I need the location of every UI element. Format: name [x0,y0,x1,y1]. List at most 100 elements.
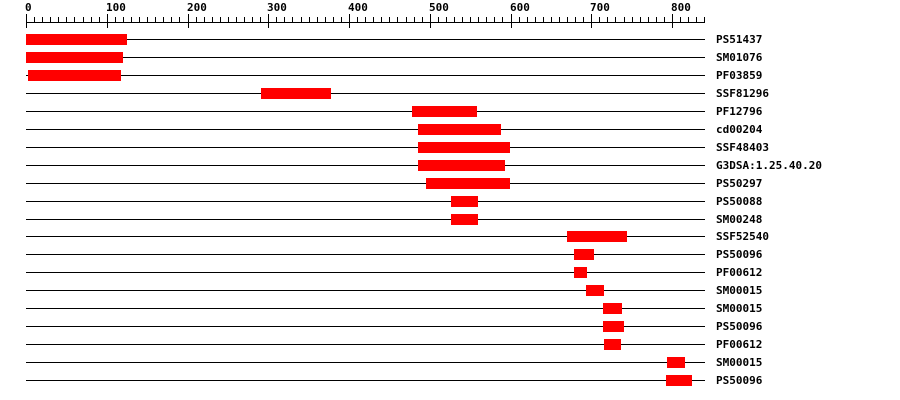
axis-tick-minor [704,17,705,23]
feature-bar[interactable] [603,321,625,333]
axis-tick-label: 500 [429,1,449,14]
feature-row[interactable]: PF03859 [0,67,900,85]
feature-row[interactable]: PS50096 [0,246,900,264]
feature-bar[interactable] [604,339,622,351]
axis-tick-minor [551,17,552,23]
feature-row[interactable]: PS51437 [0,31,900,49]
axis-tick-minor [462,17,463,23]
axis-tick-minor [196,17,197,23]
axis-tick-label: 800 [671,1,691,14]
axis-tick-minor [357,17,358,23]
feature-row[interactable]: SM00015 [0,300,900,318]
feature-row[interactable]: PS50297 [0,175,900,193]
axis-tick-minor [42,17,43,23]
feature-bar[interactable] [418,141,511,153]
axis-tick-minor [83,17,84,23]
feature-bar[interactable] [567,231,627,243]
feature-bar[interactable] [417,159,505,171]
feature-row[interactable]: PF00612 [0,336,900,354]
feature-bar[interactable] [28,69,122,81]
axis-tick-major [268,14,269,28]
feature-row-baseline [26,110,705,112]
feature-row[interactable]: cd00204 [0,121,900,139]
axis-tick-minor [123,17,124,23]
feature-bar[interactable] [450,213,479,225]
feature-bar[interactable] [585,285,605,297]
feature-row-baseline [26,326,705,328]
feature-row-label: SSF52540 [716,230,769,244]
axis-tick-minor [543,17,544,23]
feature-bar[interactable] [26,34,127,45]
axis-tick-minor [454,17,455,23]
axis-tick-minor [494,17,495,23]
feature-bar[interactable] [418,123,501,135]
feature-row-label: PS50096 [716,320,763,334]
feature-row-baseline [26,92,705,94]
feature-row-baseline [26,362,705,364]
feature-bar[interactable] [450,195,479,207]
axis-tick-minor [301,17,302,23]
feature-row-label: SM00015 [716,284,763,298]
feature-row[interactable]: SM00015 [0,282,900,300]
axis-tick-minor [470,17,471,23]
feature-row[interactable]: SSF52540 [0,228,900,246]
feature-row-baseline [26,39,705,40]
axis-tick-minor [615,17,616,23]
feature-row[interactable]: PS50088 [0,193,900,211]
axis-tick-minor [58,17,59,23]
feature-bar[interactable] [666,375,693,387]
feature-bar[interactable] [425,177,511,189]
axis-tick-label: 600 [510,1,530,14]
axis-tick-minor [696,17,697,23]
feature-row-label: SM00248 [716,212,763,226]
feature-bar[interactable] [603,303,622,315]
coordinate-axis: 0 100 200 300 400 500 600 700 800 [0,0,900,30]
axis-tick-minor [325,17,326,23]
axis-tick-minor [147,17,148,23]
feature-bar[interactable] [573,249,594,261]
feature-row[interactable]: G3DSA:1.25.40.20 [0,157,900,175]
axis-tick-minor [446,17,447,23]
feature-row[interactable]: PS50096 [0,318,900,336]
feature-row-label: SM00015 [716,302,763,316]
axis-tick-minor [341,17,342,23]
feature-row-baseline [26,290,705,292]
axis-tick-minor [220,17,221,23]
axis-tick-minor [252,17,253,23]
feature-row-label: PF00612 [716,266,763,280]
feature-row[interactable]: SSF48403 [0,139,900,157]
axis-tick-minor [171,17,172,23]
feature-row-baseline [26,236,705,238]
axis-tick-minor [50,17,51,23]
axis-tick-label: 200 [187,1,207,14]
axis-tick-minor [284,17,285,23]
feature-bar[interactable] [412,105,478,117]
feature-row[interactable]: SM00015 [0,354,900,372]
feature-row-baseline [26,200,705,202]
feature-row[interactable]: SSF81296 [0,85,900,103]
feature-bar[interactable] [667,357,685,369]
axis-tick-label: 400 [348,1,368,14]
feature-row-baseline [26,308,705,310]
axis-tick-major [107,14,108,28]
feature-bar[interactable] [26,52,123,63]
axis-tick-minor [583,17,584,23]
axis-tick-minor [422,17,423,23]
axis-tick-minor [389,17,390,23]
feature-row[interactable]: PS50096 [0,372,900,390]
feature-bar[interactable] [573,267,588,279]
feature-row[interactable]: PF12796 [0,103,900,121]
feature-row-baseline [26,146,705,148]
axis-tick-minor [438,17,439,23]
feature-row[interactable]: SM01076 [0,49,900,67]
feature-bar[interactable] [261,87,332,99]
feature-row-baseline [26,164,705,166]
axis-tick-minor [607,17,608,23]
axis-tick-label: 100 [106,1,126,14]
feature-row[interactable]: SM00248 [0,211,900,229]
axis-tick-minor [575,17,576,23]
feature-row-baseline [26,272,705,274]
axis-tick-minor [688,17,689,23]
axis-tick-minor [74,17,75,23]
feature-row[interactable]: PF00612 [0,264,900,282]
